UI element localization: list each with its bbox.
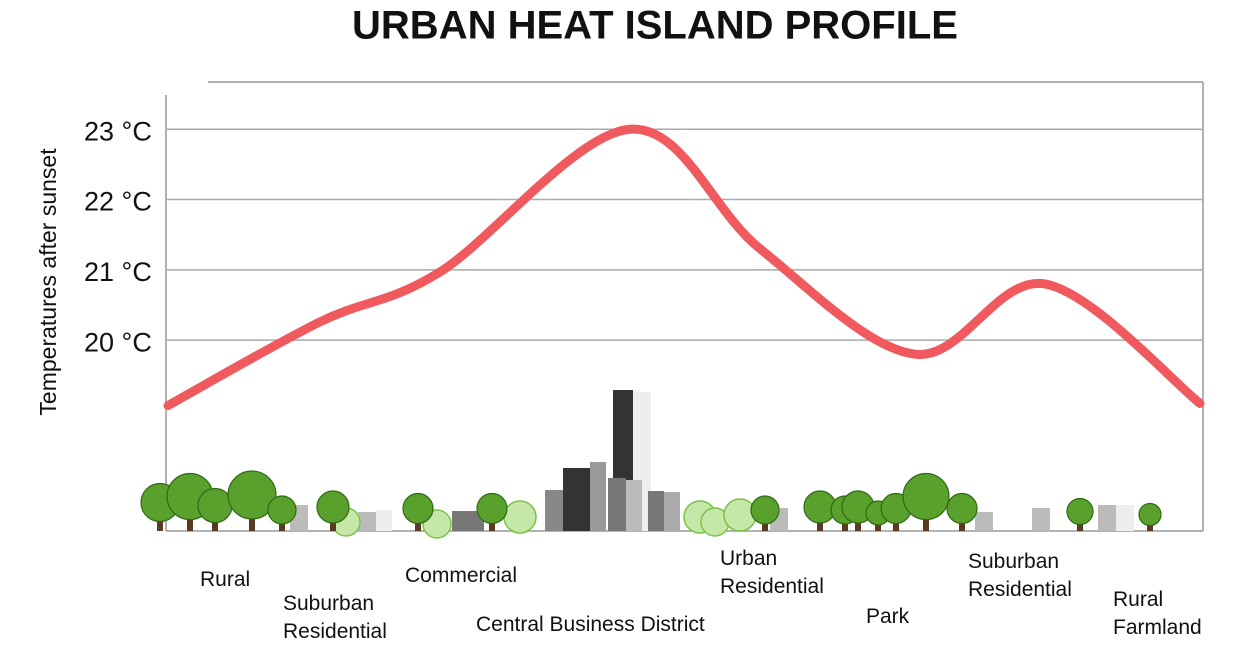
category-label: Central Business District xyxy=(476,613,705,636)
tree-crown xyxy=(1138,502,1162,527)
tree-crown xyxy=(476,492,508,525)
building xyxy=(452,511,484,531)
building xyxy=(648,491,664,531)
tree-crown xyxy=(750,495,780,525)
category-label: Park xyxy=(866,605,910,628)
category-label: Suburban Residential xyxy=(968,550,1072,601)
frame xyxy=(165,81,1204,532)
building xyxy=(1032,508,1050,531)
building xyxy=(1116,505,1134,531)
building xyxy=(376,510,392,531)
tree-crown xyxy=(946,492,978,525)
y-axis-label: Temperatures after sunset xyxy=(35,148,61,416)
building xyxy=(626,480,642,531)
category-label: Commercial xyxy=(405,564,518,587)
tree-crown xyxy=(316,490,350,524)
temperature-line xyxy=(163,124,1205,411)
tree-crown xyxy=(902,472,950,521)
y-tick-label: 23 °C xyxy=(84,116,152,146)
building xyxy=(563,468,591,531)
building xyxy=(590,462,606,531)
category-label: Rural Farmland xyxy=(1113,588,1202,639)
tree-crown xyxy=(402,492,434,525)
y-tick-label: 22 °C xyxy=(84,187,152,217)
y-tick-label: 20 °C xyxy=(84,327,152,357)
landscape xyxy=(140,390,1162,539)
shrub xyxy=(723,498,757,532)
building xyxy=(975,512,993,531)
tree-crown xyxy=(267,495,297,525)
building xyxy=(1098,505,1116,531)
building xyxy=(358,512,376,531)
category-label: Rural xyxy=(200,568,251,591)
chart-title: URBAN HEAT ISLAND PROFILE xyxy=(352,4,958,48)
tree-crown xyxy=(227,470,277,520)
category-label: Urban Residential xyxy=(720,547,824,598)
shrub xyxy=(503,500,537,534)
building xyxy=(664,492,680,531)
building xyxy=(608,478,626,531)
tree-crown xyxy=(197,487,233,524)
category-label: Suburban Residential xyxy=(283,592,387,643)
tree-crown xyxy=(1066,497,1094,526)
building xyxy=(545,490,565,531)
y-tick-label: 21 °C xyxy=(84,257,152,287)
